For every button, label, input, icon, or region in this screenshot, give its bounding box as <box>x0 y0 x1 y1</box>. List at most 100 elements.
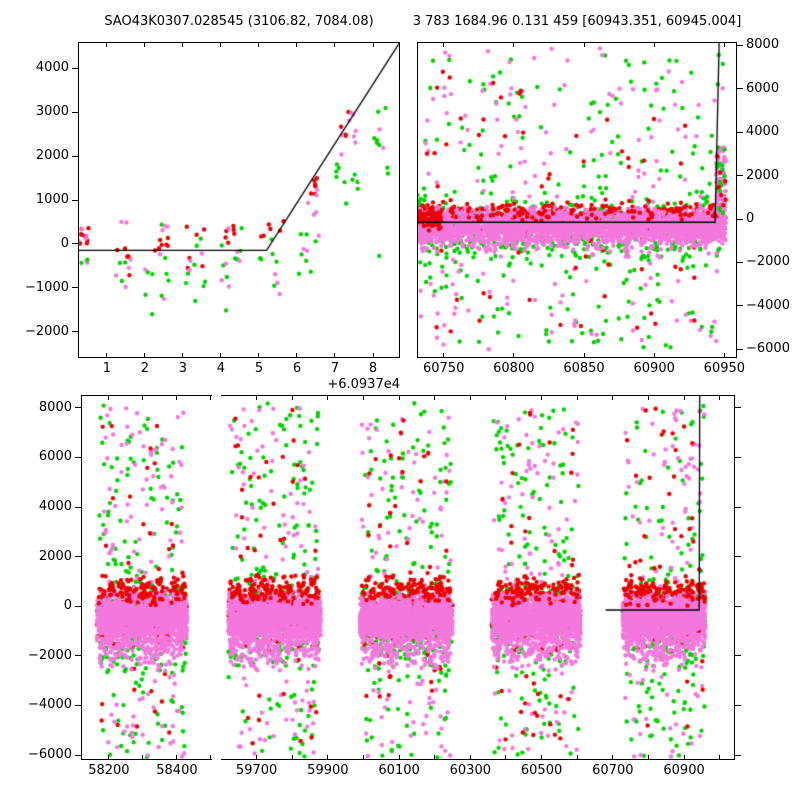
x-tick <box>434 396 436 400</box>
y-tick-label: 4000 <box>746 124 780 140</box>
title-left: SAO43K0307.028545 (3106.82, 7084.08) <box>104 14 374 29</box>
x-tick-label: 2 <box>140 361 150 376</box>
spine-right <box>734 395 735 760</box>
x-tick <box>182 43 184 47</box>
x-tick <box>291 396 293 400</box>
spine-right <box>399 42 400 358</box>
x-tick <box>334 353 336 357</box>
x-tick-label: 6 <box>292 361 302 376</box>
x-tick <box>513 43 515 47</box>
y-tick-label: −4000 <box>28 697 72 713</box>
x-tick-label: 59900 <box>307 763 349 778</box>
y-tick <box>75 655 81 657</box>
x-tick <box>647 396 649 400</box>
spine-bottom <box>78 357 400 358</box>
spine-bottom <box>417 357 737 358</box>
x-tick <box>220 43 222 47</box>
x-tick-label: 60800 <box>493 361 535 376</box>
x-tick <box>362 755 364 759</box>
x-tick <box>719 755 721 759</box>
spine-right <box>736 42 737 358</box>
x-tick <box>469 396 471 400</box>
y-tick <box>75 456 81 458</box>
y-tick <box>737 175 743 177</box>
x-tick <box>327 396 329 400</box>
x-tick <box>106 43 108 47</box>
x-tick-label: 5 <box>254 361 264 376</box>
x-tick <box>505 396 507 400</box>
y-tick <box>735 704 741 706</box>
panel-bottom-right-segment: 59700 59900 60100 60300 60500 60700 60900 <box>221 395 741 778</box>
x-tick <box>647 755 649 759</box>
spine-bottom <box>81 759 212 760</box>
x-tick-label: 60900 <box>663 763 705 778</box>
y-tick <box>75 506 81 508</box>
x-tick <box>398 755 400 759</box>
y-tick <box>737 305 743 307</box>
x-tick <box>296 353 298 357</box>
x-tick <box>108 396 110 400</box>
y-tick <box>72 287 78 289</box>
title-right: 3 783 1684.96 0.131 459 [60943.351, 6094… <box>412 14 742 29</box>
y-tick <box>737 261 743 263</box>
panel-bottom-left-segment: 58200 58400 −6000 −4000 −2000 0 2000 4000 6000 80… <box>28 395 212 778</box>
y-tick <box>75 407 81 409</box>
y-tick <box>75 704 81 706</box>
y-tick <box>735 556 741 558</box>
x-tick <box>576 755 578 759</box>
x-tick-label: 60500 <box>520 763 563 778</box>
y-tick-label: 4000 <box>35 60 69 76</box>
y-tick-label: −1000 <box>25 279 69 295</box>
y-tick <box>72 111 78 113</box>
x-tick <box>469 755 471 759</box>
x-tick <box>210 396 212 400</box>
x-tick-label: 60300 <box>449 763 491 778</box>
y-tick-label: −6000 <box>28 747 72 763</box>
y-tick <box>75 754 81 756</box>
x-tick-label: 58400 <box>156 763 198 778</box>
x-tick <box>443 353 445 357</box>
spine-left <box>78 42 79 358</box>
x-tick <box>723 43 725 47</box>
scatter-canvas-bottom-left <box>81 395 212 760</box>
x-tick <box>719 396 721 400</box>
x-tick <box>612 755 614 759</box>
x-tick <box>256 755 258 759</box>
x-tick <box>142 396 144 400</box>
y-tick-label: −2000 <box>746 254 790 270</box>
y-tick <box>72 155 78 157</box>
x-tick <box>362 396 364 400</box>
y-tick-label: 6000 <box>746 80 780 96</box>
x-tick-label: 60750 <box>422 361 465 376</box>
y-tick <box>735 754 741 756</box>
spine-top <box>81 395 212 396</box>
x-tick <box>576 396 578 400</box>
y-tick-label: 2000 <box>746 167 780 183</box>
x-tick-label: 7 <box>330 361 340 376</box>
y-tick <box>72 331 78 333</box>
y-tick <box>735 456 741 458</box>
x-tick <box>541 755 543 759</box>
x-tick <box>398 396 400 400</box>
x-tick <box>653 353 655 357</box>
x-tick <box>176 396 178 400</box>
spine-left <box>417 42 418 358</box>
y-tick-label: −6000 <box>746 341 790 357</box>
scatter-canvas-top-left <box>78 42 400 358</box>
scatter-canvas-bottom-right <box>221 395 735 760</box>
x-tick <box>505 755 507 759</box>
scatter-canvas-top-right <box>417 42 737 358</box>
x-tick <box>334 43 336 47</box>
y-tick-label: 1000 <box>35 192 69 207</box>
x-tick <box>144 353 146 357</box>
y-tick-label: 6000 <box>38 449 72 465</box>
x-axis-offset-label: +6.0937e4 <box>327 377 400 392</box>
x-tick-label: 60100 <box>378 763 420 778</box>
x-tick <box>144 43 146 47</box>
x-tick-label: 58200 <box>88 763 130 778</box>
y-tick-label: −4000 <box>746 297 790 313</box>
x-tick-label: 59700 <box>235 763 278 778</box>
x-tick <box>256 396 258 400</box>
x-tick <box>142 755 144 759</box>
